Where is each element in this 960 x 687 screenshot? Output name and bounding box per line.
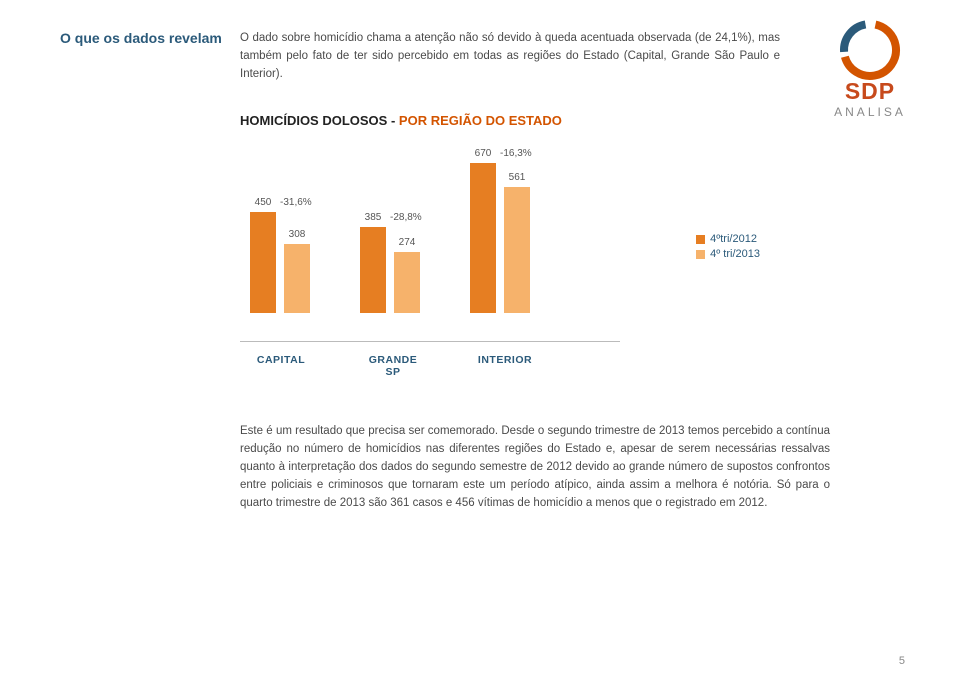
chart-title: HOMICÍDIOS DOLOSOS - POR REGIÃO DO ESTAD… <box>240 113 760 128</box>
x-axis-label: CAPITAL <box>250 354 312 378</box>
legend-label: 4º tri/2013 <box>710 248 760 260</box>
chart-legend: 4ºtri/2012 4º tri/2013 <box>696 233 760 263</box>
bar: 450-31,6% <box>250 212 276 313</box>
page-number: 5 <box>899 655 905 667</box>
bar-value-label: 308 <box>284 229 310 240</box>
bar-value-label: 450 <box>250 197 276 208</box>
legend-item: 4º tri/2013 <box>696 248 760 260</box>
bar: 670-16,3% <box>470 163 496 313</box>
chart-title-prefix: HOMICÍDIOS DOLOSOS - <box>240 113 399 128</box>
x-axis-label: GRANDE SP <box>362 354 424 378</box>
legend-swatch-icon <box>696 235 705 244</box>
brand-logo: SDP ANALISA <box>820 18 920 119</box>
bar-value-label: 670 <box>470 148 496 159</box>
bar: 385-28,8% <box>360 227 386 313</box>
section-title: O que os dados revelam <box>60 30 240 46</box>
logo-ring-icon <box>838 18 902 82</box>
pct-change-label: -16,3% <box>500 148 532 159</box>
legend-item: 4ºtri/2012 <box>696 233 760 245</box>
bar-group: 450-31,6%308 <box>250 163 310 313</box>
legend-label: 4ºtri/2012 <box>710 233 757 245</box>
intro-paragraph: O dado sobre homicídio chama a atenção n… <box>240 30 900 83</box>
logo-text-sdp: SDP <box>820 78 920 105</box>
bar: 308 <box>284 244 310 313</box>
bar-value-label: 561 <box>504 172 530 183</box>
chart-container: HOMICÍDIOS DOLOSOS - POR REGIÃO DO ESTAD… <box>240 113 760 378</box>
bar-value-label: 385 <box>360 212 386 223</box>
logo-text-analisa: ANALISA <box>820 105 920 119</box>
bar-group: 670-16,3% 561 <box>470 163 530 313</box>
body-paragraph: Este é um resultado que precisa ser come… <box>240 423 830 512</box>
legend-swatch-icon <box>696 250 705 259</box>
x-axis-label: INTERIOR <box>474 354 536 378</box>
chart-axis <box>240 341 620 342</box>
bar-value-label: 274 <box>394 237 420 248</box>
pct-change-label: -31,6% <box>280 197 312 208</box>
bar: 274 <box>394 252 420 313</box>
bar-group: 385-28,8%274 <box>360 163 420 313</box>
chart-title-suffix: POR REGIÃO DO ESTADO <box>399 113 562 128</box>
bar: 561 <box>504 187 530 313</box>
pct-change-label: -28,8% <box>390 212 422 223</box>
